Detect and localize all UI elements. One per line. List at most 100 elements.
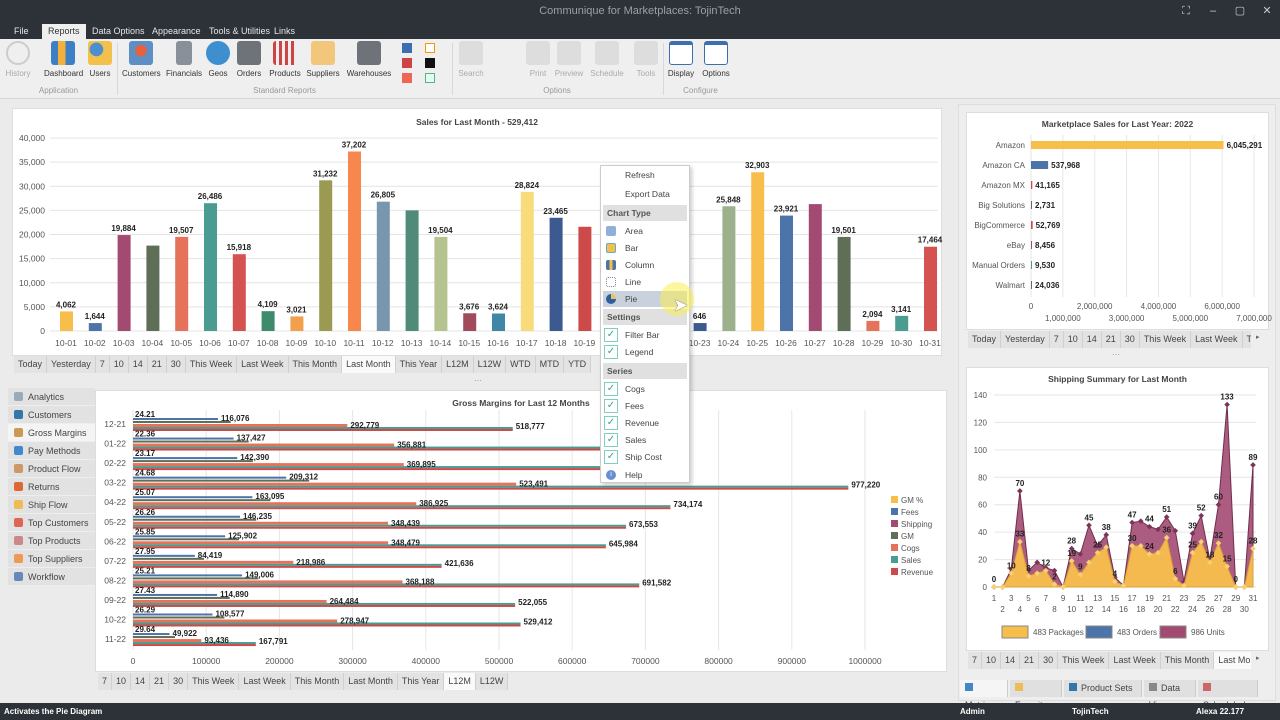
tab-appearance[interactable]: Appearance — [152, 26, 201, 36]
display-button[interactable]: Display — [667, 41, 695, 78]
filter-21[interactable]: 21 — [148, 356, 167, 373]
tab-file[interactable]: File — [14, 26, 29, 36]
marketplace-icon[interactable] — [402, 73, 412, 83]
filter-l12w[interactable]: L12W — [476, 673, 509, 690]
tab-favorites[interactable]: Favorites — [1010, 680, 1062, 710]
schedule-button[interactable]: Schedule — [590, 41, 624, 78]
filter-7[interactable]: 7 — [1050, 331, 1064, 348]
filter-this-week[interactable]: This Week — [186, 356, 238, 373]
filter-14[interactable]: 14 — [129, 356, 148, 373]
tab-data-options[interactable]: Data Options — [92, 26, 145, 36]
filter-30[interactable]: 30 — [1121, 331, 1140, 348]
filter-this-year[interactable]: This Year — [398, 673, 445, 690]
filter-this-week[interactable]: This Week — [1140, 331, 1192, 348]
tab-metrics[interactable]: Metrics — [960, 680, 1008, 710]
nav-item-top-customers[interactable]: Top Customers — [8, 514, 95, 532]
filter-7[interactable]: 7 — [968, 652, 983, 669]
nav-item-ship-flow[interactable]: Ship Flow — [8, 496, 95, 514]
nav-item-returns[interactable]: Returns — [8, 478, 95, 496]
filter-yesterday[interactable]: Yesterday — [1001, 331, 1050, 348]
customers-button[interactable]: Customers — [122, 41, 161, 78]
filter-10[interactable]: 10 — [110, 356, 129, 373]
filter-10[interactable]: 10 — [982, 652, 1002, 669]
tab-product-sets[interactable]: Product Sets — [1064, 680, 1142, 697]
menu-export-data[interactable]: Export Data — [625, 189, 670, 199]
print-button[interactable]: Print — [524, 41, 552, 78]
menu-type-column[interactable]: Column — [601, 257, 689, 273]
nav-item-gross-margins[interactable]: Gross Margins — [8, 424, 95, 442]
gross-margins-chart[interactable]: 0 100000 200000 300000 400000 500000 600000 700… — [0, 0, 950, 680]
filter-this-mo[interactable]: This Mo — [1243, 331, 1251, 348]
marketplace-icon[interactable] — [402, 43, 412, 53]
filter-this-week[interactable]: This Week — [188, 673, 240, 690]
scroll-right-icon[interactable]: ▸ — [1256, 655, 1260, 662]
filter-yesterday[interactable]: Yesterday — [47, 356, 96, 373]
filter-last-week[interactable]: Last Week — [239, 673, 291, 690]
menu-type-line[interactable]: Line — [601, 274, 689, 290]
filter-30[interactable]: 30 — [167, 356, 186, 373]
filter-last-month[interactable]: Last Month — [342, 356, 396, 373]
marketplace-icon[interactable] — [402, 58, 412, 68]
filter-14[interactable]: 14 — [1001, 652, 1021, 669]
nav-item-product-flow[interactable]: Product Flow — [8, 460, 95, 478]
filter-this-week[interactable]: This Week — [1058, 652, 1110, 669]
search-button[interactable]: Search — [456, 41, 486, 78]
menu-legend[interactable]: ✓ Legend — [601, 344, 689, 360]
filter-today[interactable]: Today — [968, 331, 1002, 348]
tab-reports[interactable]: Reports — [42, 24, 86, 40]
nav-item-top-suppliers[interactable]: Top Suppliers — [8, 550, 95, 568]
tools-button[interactable]: Tools — [634, 41, 658, 78]
device-icon[interactable] — [425, 73, 435, 83]
menu-series-ship-cost[interactable]: ✓ Ship Cost — [601, 449, 689, 465]
filter-ytd[interactable]: YTD — [564, 356, 592, 373]
filter-14[interactable]: 14 — [131, 673, 151, 690]
tab-links[interactable]: Links — [274, 26, 296, 36]
filter-30[interactable]: 30 — [169, 673, 189, 690]
filter-this-year[interactable]: This Year — [396, 356, 443, 373]
shipping-chart[interactable]: 0204060801001201401234567891011121314151… — [0, 0, 1280, 650]
nav-item-workflow[interactable]: Workflow — [8, 568, 95, 586]
warehouses-button[interactable]: Warehouses — [346, 41, 392, 78]
menu-help[interactable]: i Help — [601, 467, 689, 483]
filter-this-month[interactable]: This Month — [1161, 652, 1215, 669]
filter-7[interactable]: 7 — [98, 673, 113, 690]
filter-today[interactable]: Today — [14, 356, 48, 373]
filter-this-month[interactable]: This Month — [291, 673, 345, 690]
filter-21[interactable]: 21 — [1102, 331, 1121, 348]
financials-button[interactable]: Financials — [166, 41, 202, 78]
filter-last-week[interactable]: Last Week — [237, 356, 289, 373]
filter-this-month[interactable]: This Month — [289, 356, 343, 373]
amazon-icon[interactable] — [425, 58, 435, 68]
menu-series-sales[interactable]: ✓ Sales — [601, 432, 689, 448]
tab-scheduled[interactable]: Scheduled — [1198, 680, 1258, 710]
filter-10[interactable]: 10 — [112, 673, 132, 690]
preview-button[interactable]: Preview — [554, 41, 584, 78]
geos-button[interactable]: Geos — [206, 41, 230, 78]
history-button[interactable]: History — [4, 41, 32, 78]
filter-21[interactable]: 21 — [1020, 652, 1040, 669]
menu-refresh[interactable]: Refresh — [625, 170, 655, 180]
splitter-handle[interactable]: ⋯ — [1112, 350, 1120, 359]
filter-last-month[interactable]: Last Month — [1214, 652, 1251, 669]
filter-last-week[interactable]: Last Week — [1109, 652, 1161, 669]
restore-icon[interactable]: ⛶ — [1182, 5, 1190, 17]
nav-item-analytics[interactable]: Analytics — [8, 388, 95, 406]
tab-data-views[interactable]: Data Views — [1144, 680, 1196, 710]
filter-30[interactable]: 30 — [1039, 652, 1059, 669]
menu-type-area[interactable]: Area — [601, 223, 689, 239]
nav-item-top-products[interactable]: Top Products — [8, 532, 95, 550]
products-button[interactable]: Products — [268, 41, 302, 78]
nav-item-pay-methods[interactable]: Pay Methods — [8, 442, 95, 460]
menu-series-cogs[interactable]: ✓ Cogs — [601, 381, 689, 397]
splitter-handle[interactable]: ⋯ — [474, 376, 482, 385]
close-button[interactable]: ✕ — [1262, 5, 1272, 17]
filter-14[interactable]: 14 — [1083, 331, 1102, 348]
orders-button[interactable]: Orders — [235, 41, 263, 78]
filter-7[interactable]: 7 — [96, 356, 110, 373]
filter-l12w[interactable]: L12W — [474, 356, 507, 373]
menu-series-revenue[interactable]: ✓ Revenue — [601, 415, 689, 431]
filter-last-month[interactable]: Last Month — [344, 673, 398, 690]
scroll-right-icon[interactable]: ▸ — [1256, 334, 1260, 341]
marketplace-chart[interactable]: 0 1,000,000 2,000,000 3,000,000 4,000,000 5,0… — [0, 0, 1280, 340]
nav-item-customers[interactable]: Customers — [8, 406, 95, 424]
